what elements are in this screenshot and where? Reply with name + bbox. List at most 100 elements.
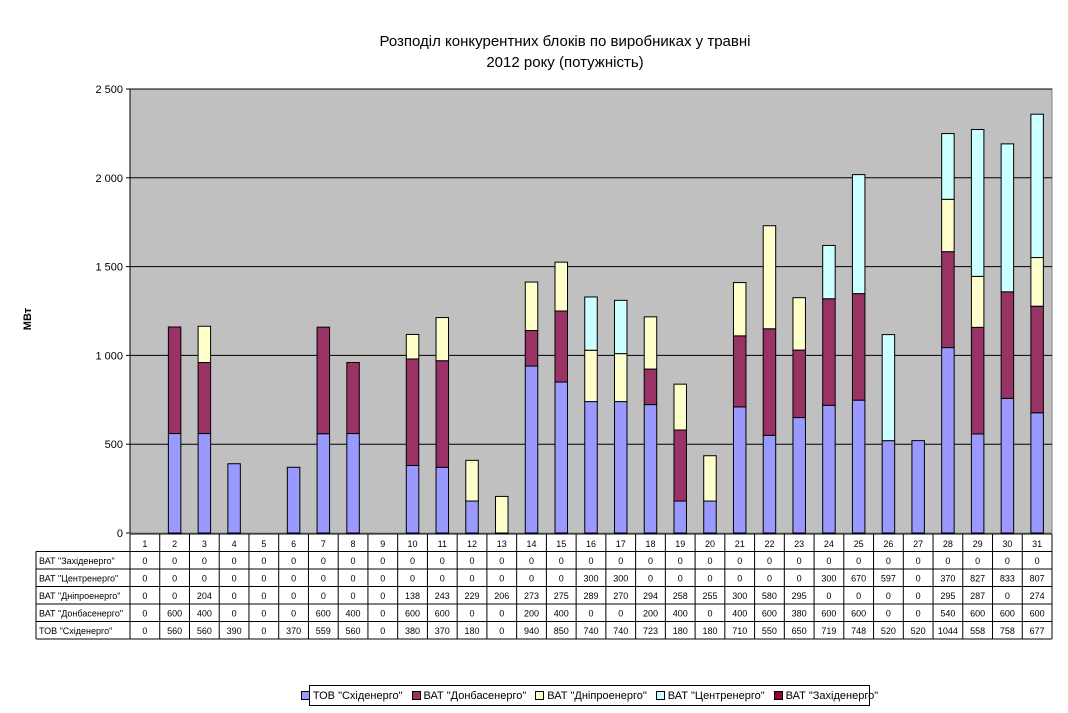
data-label: 255 <box>702 591 717 601</box>
bar-segment <box>1030 257 1044 307</box>
legend-item: ВАТ "Центренерго" <box>655 690 765 702</box>
data-label: 138 <box>405 591 420 601</box>
data-label: 0 <box>737 573 742 583</box>
x-tick-label: 9 <box>380 539 385 549</box>
data-label: 0 <box>291 556 296 566</box>
bar-segment <box>167 326 182 435</box>
data-label: 300 <box>583 573 598 583</box>
data-label: 0 <box>291 608 296 618</box>
y-tick-label: 1 500 <box>95 262 123 274</box>
bar-segment <box>405 358 420 467</box>
bar-segment <box>762 328 777 436</box>
data-label: 0 <box>261 573 266 583</box>
data-label: 600 <box>821 608 836 618</box>
x-tick-label: 10 <box>408 539 418 549</box>
data-label: 243 <box>435 591 450 601</box>
data-label: 0 <box>410 556 415 566</box>
x-tick-label: 15 <box>556 539 566 549</box>
data-label: 550 <box>762 626 777 636</box>
data-label: 0 <box>499 608 504 618</box>
bar-segment <box>792 349 806 419</box>
data-label: 748 <box>851 626 866 636</box>
x-tick-label: 8 <box>351 539 356 549</box>
data-label: 0 <box>588 556 593 566</box>
bar-segment <box>1000 143 1015 293</box>
data-label: 0 <box>767 556 772 566</box>
data-label: 0 <box>380 556 385 566</box>
data-label: 0 <box>470 556 475 566</box>
data-label: 300 <box>732 591 747 601</box>
bar-segment <box>703 500 717 534</box>
data-label: 0 <box>1035 556 1040 566</box>
data-label: 560 <box>346 626 361 636</box>
table-row-label: ВАТ "Дніпроенерго" <box>39 591 120 601</box>
bar-segment <box>643 368 658 406</box>
legend-label: ВАТ "Західенерго" <box>785 689 879 702</box>
bar-segment <box>822 404 836 534</box>
legend-item: ВАТ "Дніпроенерго" <box>535 690 647 702</box>
data-label: 0 <box>440 556 445 566</box>
data-label: 390 <box>227 626 242 636</box>
legend-item: ВАТ "Донбасенерго" <box>411 690 526 702</box>
data-label: 600 <box>1000 608 1015 618</box>
data-label: 287 <box>970 591 985 601</box>
bar-segment <box>941 198 955 253</box>
data-label: 520 <box>911 626 926 636</box>
bar-segment <box>673 383 687 431</box>
data-label: 400 <box>197 608 212 618</box>
table-row-label: ВАТ "Центренерго" <box>39 573 118 583</box>
data-label: 0 <box>797 556 802 566</box>
data-label: 740 <box>613 626 628 636</box>
data-label: 0 <box>618 608 623 618</box>
data-label: 0 <box>351 573 356 583</box>
bar-segment <box>227 463 241 534</box>
data-label: 560 <box>167 626 182 636</box>
bar-segment <box>584 349 598 403</box>
data-label: 0 <box>380 573 385 583</box>
x-tick-label: 19 <box>675 539 685 549</box>
data-label: 0 <box>618 556 623 566</box>
chart-subtitle: 2012 року (потужність) <box>486 54 644 71</box>
x-tick-label: 27 <box>913 539 923 549</box>
data-label: 650 <box>792 626 807 636</box>
legend-swatch <box>535 691 545 700</box>
bar-segment <box>941 133 955 200</box>
data-label: 0 <box>707 608 712 618</box>
legend: ТОВ "Сxiденерго" ВАТ "Донбасенерго" ВАТ "Д… <box>300 685 878 706</box>
data-label: 0 <box>499 556 504 566</box>
data-label: 758 <box>1000 626 1015 636</box>
data-label: 0 <box>261 626 266 636</box>
data-label: 0 <box>588 608 593 618</box>
bar-segment <box>435 317 450 362</box>
bar-segment <box>286 466 301 534</box>
x-tick-label: 5 <box>261 539 266 549</box>
data-label: 0 <box>499 573 504 583</box>
y-tick-label: 1 000 <box>95 350 123 362</box>
data-label: 270 <box>613 591 628 601</box>
data-label: 0 <box>648 556 653 566</box>
table-row-label: ТОВ "Сxiденерго" <box>39 626 112 636</box>
data-label: 0 <box>202 573 207 583</box>
y-tick-label: 0 <box>117 528 123 540</box>
data-label: 274 <box>1030 591 1045 601</box>
bar-segment <box>554 310 569 383</box>
data-label: 670 <box>851 573 866 583</box>
bar-segment <box>554 261 569 312</box>
data-label: 370 <box>435 626 450 636</box>
data-label: 0 <box>380 591 385 601</box>
bar-segment <box>495 495 509 534</box>
bar-segment <box>881 440 896 534</box>
bar-segment <box>732 282 747 337</box>
data-label: 0 <box>559 573 564 583</box>
data-label: 677 <box>1030 626 1045 636</box>
data-label: 0 <box>916 556 921 566</box>
bar-segment <box>1000 291 1015 399</box>
bar-segment <box>762 225 777 330</box>
data-label: 273 <box>524 591 539 601</box>
data-label: 294 <box>643 591 658 601</box>
bar-segment <box>762 434 777 534</box>
bar-segment <box>465 459 479 502</box>
data-label: 300 <box>613 573 628 583</box>
bar-segment <box>970 128 985 277</box>
